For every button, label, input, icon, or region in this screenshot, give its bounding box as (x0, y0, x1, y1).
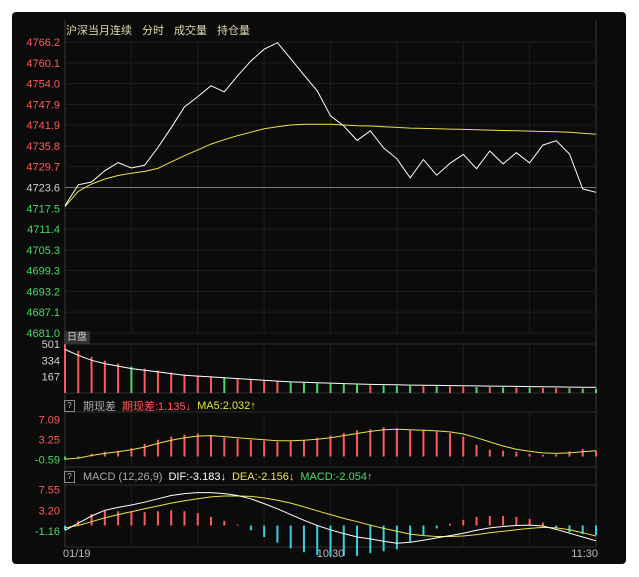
price-tick-label: 4705.3 (26, 245, 60, 257)
macd-dea-value: DEA:-2.156↓ (231, 471, 295, 483)
basis-ma-value: MA5:2.032↑ (197, 400, 256, 412)
basis-value: 期现差:1.135↓ (122, 401, 192, 413)
price-tick-label: 4681.0 (26, 328, 60, 340)
session-tag: 日盘 (64, 331, 90, 344)
tab-intraday[interactable]: 分时 (142, 25, 164, 37)
tab-volume[interactable]: 成交量 (174, 25, 207, 37)
macd-dif-value: DIF:-3.183↓ (168, 471, 226, 483)
macd-help-icon[interactable]: ? (64, 471, 75, 483)
macd-name: MACD (12,26,9) (83, 471, 163, 483)
price-tick-label: 4693.2 (26, 286, 60, 298)
price-tick-label: 4711.4 (27, 224, 60, 236)
chart-canvas[interactable]: 4766.2 4760.1 4754.0 4747.9 4741.9 4735.8 4729… (12, 12, 626, 564)
intraday-chart-window: 4766.2 4760.1 4754.0 4747.9 4741.9 4735.8 4729… (12, 12, 626, 564)
time-label-start: 01/19 (63, 548, 91, 560)
basis-help-icon[interactable]: ? (64, 400, 75, 412)
price-line (64, 42, 597, 206)
price-tick-label: 4754.0 (26, 79, 60, 91)
price-tick-label: 4729.7 (26, 162, 60, 174)
volume-tick-label: 501 (42, 339, 60, 351)
tab-open-interest[interactable]: 持仓量 (217, 25, 250, 37)
price-tick-label: 4735.8 (26, 141, 60, 153)
volume-tick-label: 334 (42, 355, 60, 367)
price-tick-label: 4699.3 (26, 265, 60, 277)
basis-legend: ? 期现差 期现差:1.135↓ MA5:2.032↑ (64, 398, 256, 414)
macd-tick-label: 7.55 (39, 485, 60, 497)
chart-tabs: 沪深当月连续 分时 成交量 持仓量 (66, 22, 250, 38)
price-tick-label: 4766.2 (26, 37, 60, 49)
price-tick-label: 4723.6 (26, 183, 60, 195)
macd-value: MACD:-2.054↑ (300, 471, 373, 483)
macd-tick-label: 3.20 (39, 505, 60, 517)
basis-ma5-line (64, 428, 597, 460)
macd-legend: ? MACD (12,26,9) DIF:-3.183↓ DEA:-2.156↓… (64, 471, 372, 483)
basis-tick-label: 3.25 (39, 435, 60, 447)
volume-tick-label: 167 (42, 372, 60, 384)
volume-avg-line (64, 349, 597, 388)
macd-tick-label: -1.16 (35, 526, 60, 538)
basis-tick-label: -0.59 (35, 455, 60, 467)
basis-tick-label: 7.09 (39, 414, 60, 426)
basis-name: 期现差 (83, 401, 116, 413)
macd-dif-line (64, 492, 597, 544)
average-price-line (64, 123, 597, 207)
price-tick-label: 4741.9 (26, 120, 60, 132)
tab-contract[interactable]: 沪深当月连续 (66, 25, 132, 37)
time-label-mid: 10:30 (317, 548, 345, 560)
price-tick-label: 4717.5 (26, 203, 60, 215)
price-tick-label: 4747.9 (26, 100, 60, 112)
price-tick-label: 4687.1 (26, 307, 60, 319)
price-tick-label: 4760.1 (26, 58, 60, 70)
macd-dea-line (64, 495, 597, 537)
time-label-end: 11:30 (571, 548, 598, 560)
